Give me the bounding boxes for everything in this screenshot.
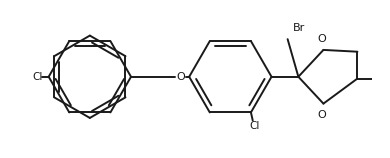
Text: Cl: Cl [32, 72, 43, 82]
Text: O: O [176, 72, 185, 82]
Text: O: O [317, 110, 326, 120]
Text: Cl: Cl [249, 121, 260, 131]
Text: O: O [317, 34, 326, 44]
Text: Br: Br [293, 23, 305, 33]
